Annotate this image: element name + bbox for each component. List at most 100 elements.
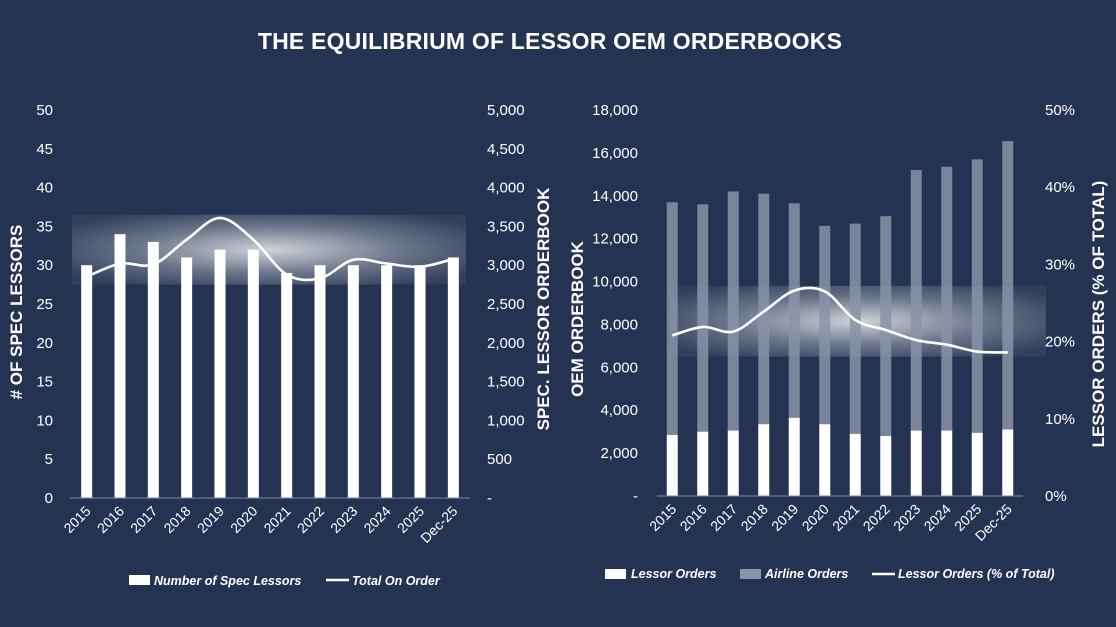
y2-tick-label: 0% <box>1045 488 1067 505</box>
bar-airline-orders <box>666 202 678 435</box>
bar-spec-lessors <box>281 272 293 498</box>
x-tick-label: 2017 <box>707 501 740 534</box>
y-tick-label: 10,000 <box>592 274 638 291</box>
bar-spec-lessors <box>314 265 326 498</box>
bar-spec-lessors <box>147 241 159 499</box>
y2-tick-label: 2,000 <box>487 335 525 352</box>
bar-airline-orders <box>727 191 739 431</box>
bar-airline-orders <box>1002 141 1014 430</box>
right-chart: - 2,000 4,000 6,000 8,000 10,000 12,000 14,000 1… <box>568 102 1108 581</box>
y2-tick-label: 5,000 <box>487 102 525 119</box>
y-tick-label: 6,000 <box>600 359 638 376</box>
y2-tick-label: 10% <box>1045 411 1075 428</box>
y2-tick-label: 2,500 <box>487 296 525 313</box>
x-tick-label: 2022 <box>294 503 327 536</box>
x-tick-label: 2022 <box>860 501 893 534</box>
bar-spec-lessors <box>414 265 426 498</box>
legend-label: Total On Order <box>352 574 441 588</box>
bar-spec-lessors <box>81 265 93 498</box>
bar-spec-lessors <box>114 234 126 498</box>
y2-tick-label: 4,500 <box>487 141 525 158</box>
bar-airline-orders <box>697 204 709 432</box>
y-tick-label: 15 <box>36 374 53 391</box>
bar-lessor-orders <box>697 431 709 496</box>
bar-lessor-orders <box>788 417 800 496</box>
bar-lessor-orders <box>819 424 831 496</box>
legend-swatch-lessor <box>605 569 626 579</box>
highlight-band <box>72 214 466 285</box>
y-tick-label: 10 <box>36 412 53 429</box>
y-tick-label: 4,000 <box>600 402 638 419</box>
y-tick-label: 25 <box>36 296 53 313</box>
y2-tick-label: 50% <box>1045 102 1075 119</box>
y2-axis-title: LESSOR ORDERS (% OF TOTAL) <box>1089 181 1108 448</box>
bar-airline-orders <box>758 193 770 425</box>
legend-swatch-bar <box>129 575 150 585</box>
y-tick-label: 35 <box>36 218 53 235</box>
legend-label: Lessor Orders (% of Total) <box>898 567 1055 581</box>
bar-spec-lessors <box>247 249 259 498</box>
bar-airline-orders <box>941 166 953 431</box>
y-tick-label: - <box>633 488 638 505</box>
x-tick-label: 2016 <box>677 501 710 534</box>
y2-tick-label: 1,000 <box>487 412 525 429</box>
x-tick-label: 2019 <box>768 501 801 534</box>
bar-spec-lessors <box>181 257 193 498</box>
y-tick-label: 50 <box>36 102 53 119</box>
y-tick-label: 45 <box>36 141 53 158</box>
line-total-on-order <box>86 216 454 282</box>
bar-airline-orders <box>910 170 922 431</box>
y-tick-label: 40 <box>36 180 53 197</box>
y2-tick-label: 20% <box>1045 334 1075 351</box>
x-tick-label: 2018 <box>160 503 193 536</box>
x-tick-label: 2021 <box>829 501 862 534</box>
legend: Lessor Orders Airline Orders Lessor Orders… <box>605 567 1055 581</box>
bar-lessor-orders <box>1002 429 1014 496</box>
x-tick-label: 2017 <box>127 503 160 536</box>
bar-lessor-orders <box>758 424 770 496</box>
legend-label: Lessor Orders <box>631 567 717 581</box>
y-tick-label: 5 <box>45 451 53 468</box>
bar-spec-lessors <box>447 257 459 498</box>
bar-airline-orders <box>788 203 800 418</box>
x-tick-label: 2024 <box>921 501 954 534</box>
x-tick-label: 2023 <box>327 503 360 536</box>
y-tick-label: 30 <box>36 257 53 274</box>
bar-airline-orders <box>880 216 892 436</box>
y-tick-label: 2,000 <box>600 445 638 462</box>
y2-tick-label: 500 <box>487 451 512 468</box>
y-tick-label: 0 <box>45 490 53 507</box>
legend-label: Number of Spec Lessors <box>154 574 301 588</box>
bar-lessor-orders <box>971 432 983 496</box>
x-tick-label: 2015 <box>646 501 679 534</box>
x-tick-label: 2018 <box>738 501 771 534</box>
x-tick-label: 2024 <box>360 503 393 536</box>
y-axis-title: # OF SPEC LESSORS <box>7 225 26 400</box>
line-lessor-pct <box>671 286 1008 354</box>
y-tick-label: 14,000 <box>592 188 638 205</box>
y-tick-label: 20 <box>36 335 53 352</box>
y2-tick-label: 30% <box>1045 256 1075 273</box>
bar-lessor-orders <box>666 434 678 496</box>
x-tick-label: 2019 <box>194 503 227 536</box>
y-tick-label: 16,000 <box>592 145 638 162</box>
page-title: THE EQUILIBRIUM OF LESSOR OEM ORDERBOOKS <box>257 28 843 54</box>
y-tick-label: 12,000 <box>592 231 638 248</box>
bar-lessor-orders <box>910 430 922 496</box>
bar-spec-lessors <box>381 265 393 498</box>
x-tick-label: 2016 <box>94 503 127 536</box>
bar-lessor-orders <box>727 430 739 496</box>
y-axis-title: OEM ORDERBOOK <box>568 240 587 397</box>
left-chart: 0 5 10 15 20 25 30 35 40 45 50 - 500 1,000 1,500 2,000 2… <box>7 102 553 588</box>
bar-lessor-orders <box>880 435 892 496</box>
y2-tick-label: 3,000 <box>487 257 525 274</box>
legend: Number of Spec Lessors Total On Order <box>129 574 441 588</box>
legend-label: Airline Orders <box>764 567 848 581</box>
y2-tick-label: 40% <box>1045 179 1075 196</box>
y2-axis-title: SPEC. LESSOR ORDERBOOK <box>534 187 553 430</box>
x-tick-label: 2023 <box>890 501 923 534</box>
bar-airline-orders <box>971 159 983 433</box>
y2-tick-label: 4,000 <box>487 180 525 197</box>
